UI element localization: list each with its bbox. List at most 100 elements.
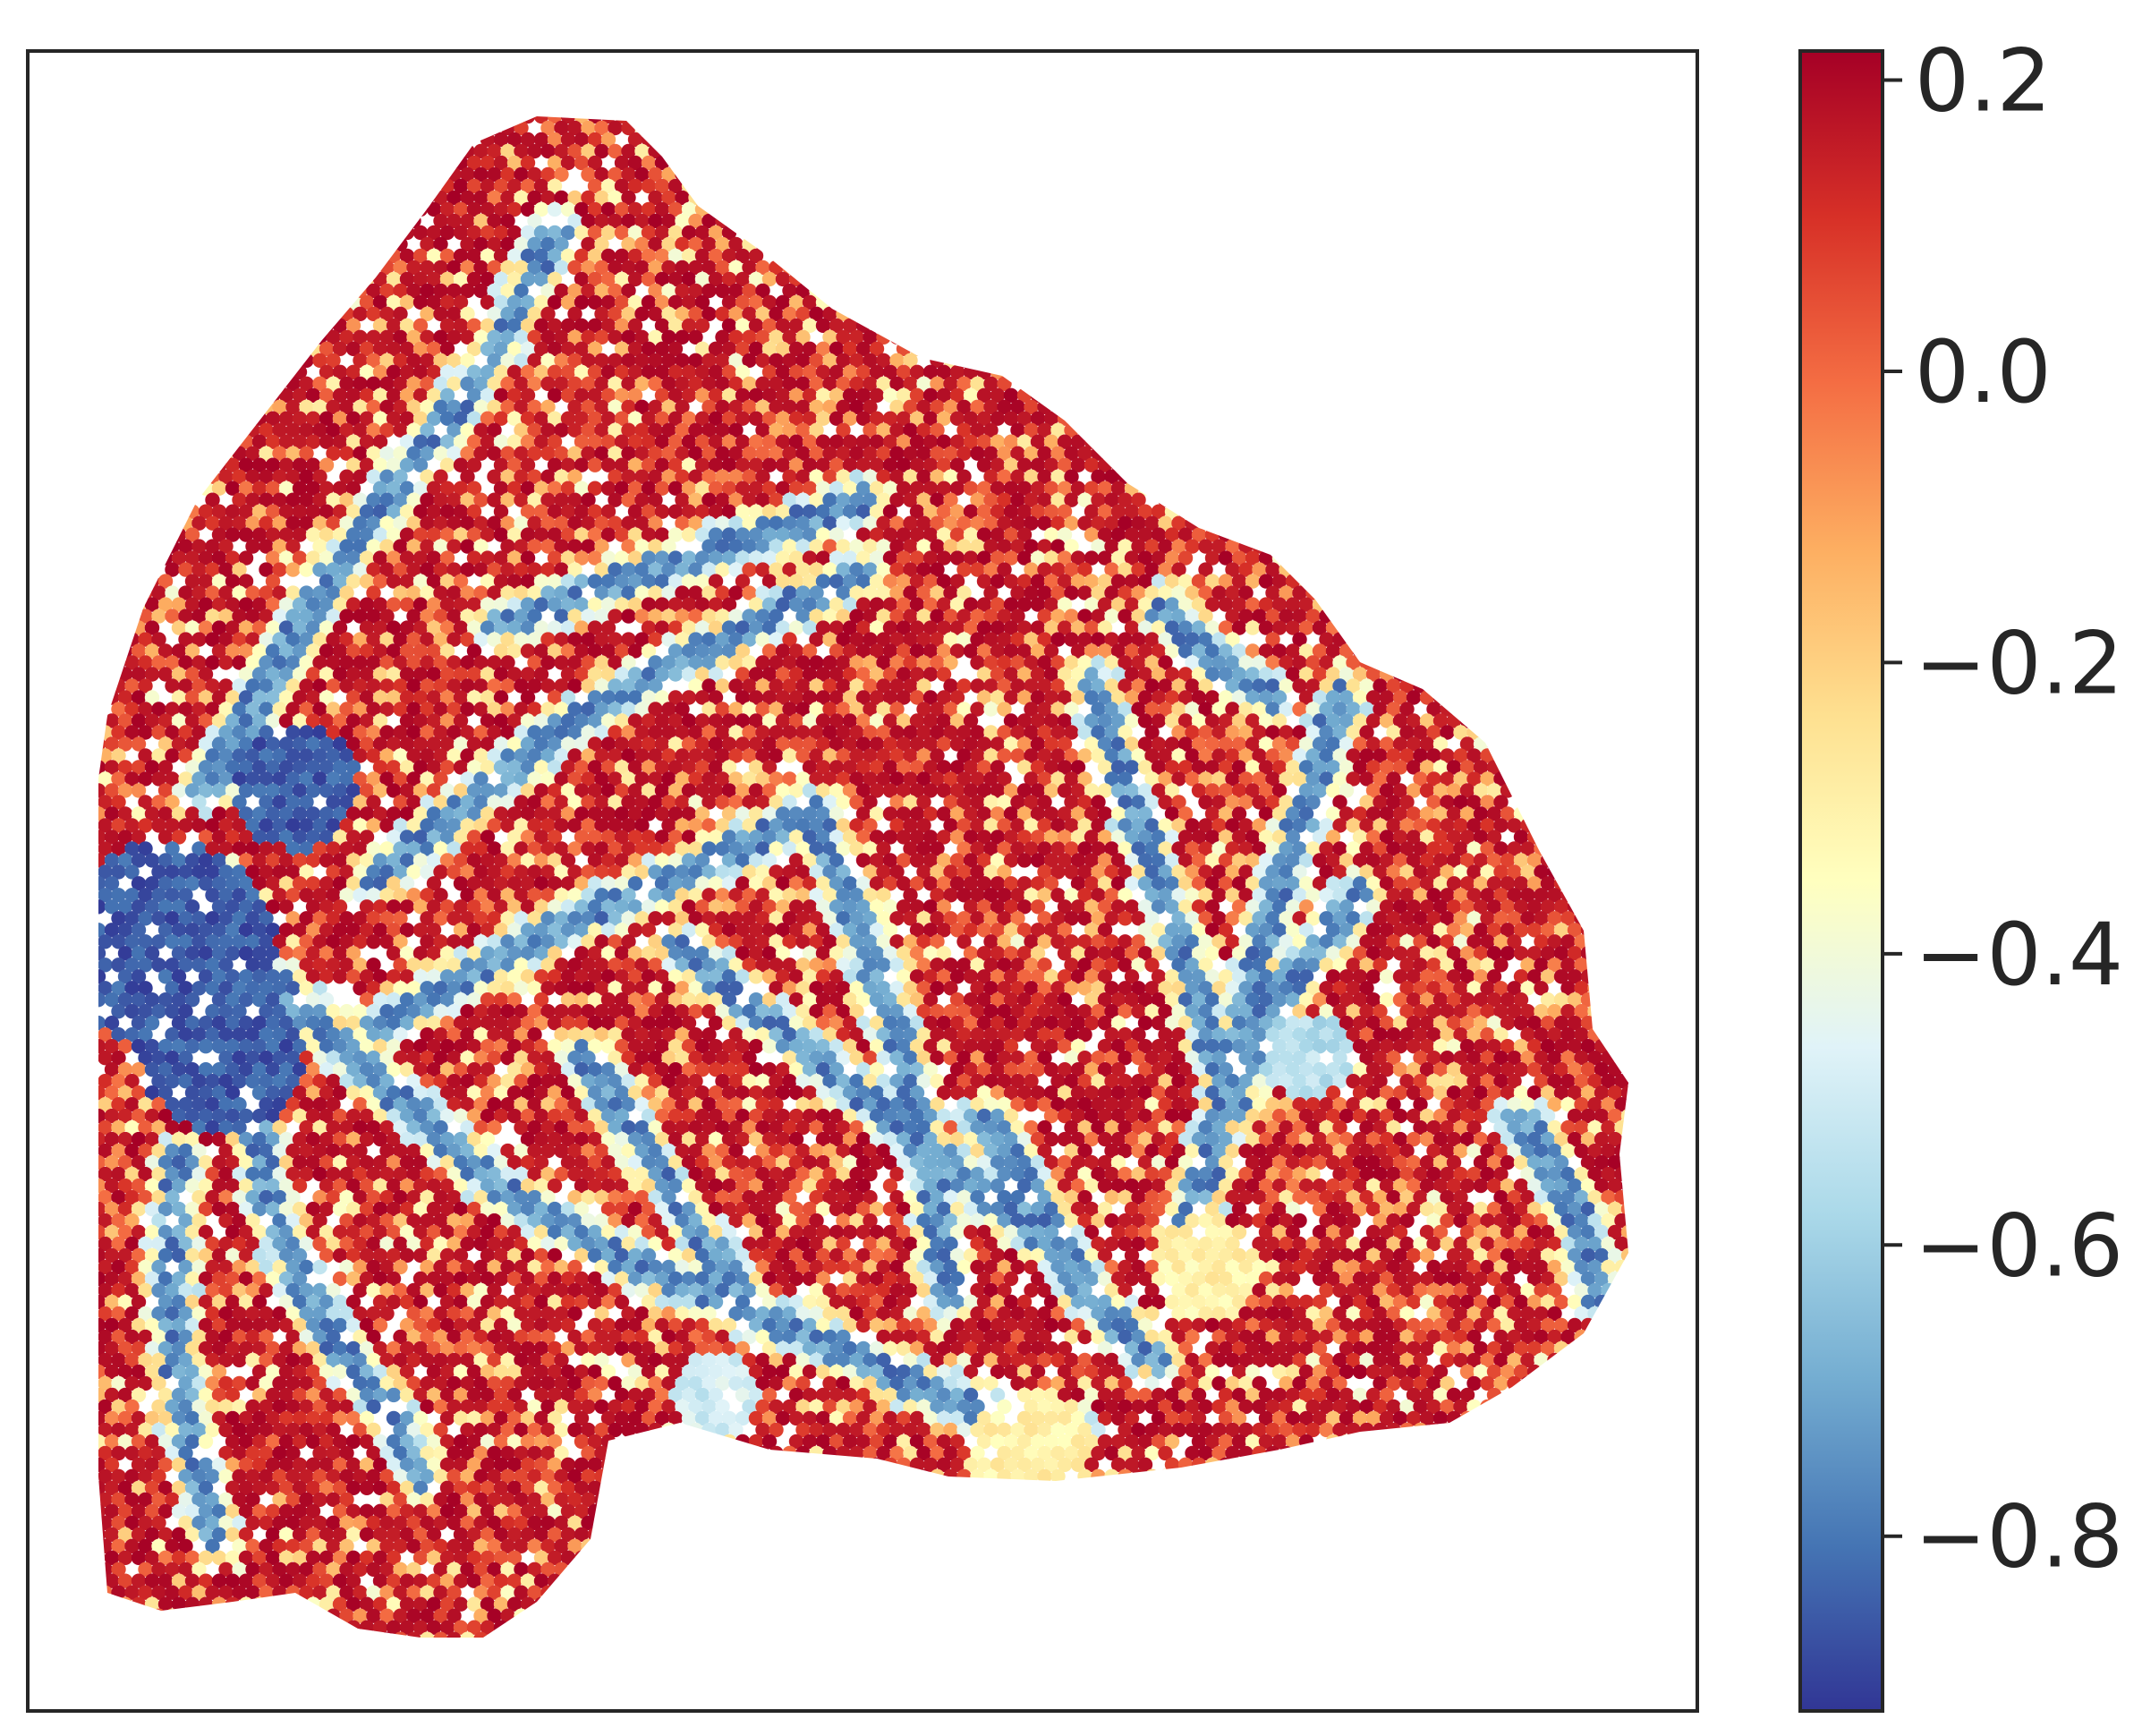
tissue-spot [1568,620,1582,634]
tissue-spot [1225,167,1239,182]
tissue-spot [1326,388,1340,403]
tissue-spot [1238,447,1253,461]
tissue-spot [1487,412,1501,426]
tissue-spot [1238,377,1253,391]
tissue-spot [876,121,890,135]
tissue-spot [843,249,857,263]
tissue-spot [1198,260,1212,275]
tissue-spot [1447,574,1461,588]
tissue-spot [1091,121,1105,135]
tissue-spot [889,144,904,158]
tissue-spot [1219,202,1233,217]
tissue-spot [259,167,273,182]
tissue-spot [259,191,273,205]
tissue-spot [1064,400,1078,414]
tissue-spot [715,144,729,158]
tissue-spot [199,458,213,472]
tissue-spot [977,249,991,263]
tissue-spot [769,191,783,205]
tissue-spot [1118,423,1132,438]
tissue-spot [829,249,844,263]
tissue-spot [165,121,179,135]
tissue-spot [98,539,112,553]
tissue-spot [956,191,971,205]
tissue-spot [1493,353,1508,368]
tissue-spot [1279,539,1293,553]
tissue-spot [1010,284,1024,298]
tissue-spot [1554,342,1568,356]
tissue-spot [1440,377,1454,391]
tissue-spot [225,388,240,403]
tissue-spot [1286,132,1300,147]
tissue-spot [742,214,756,228]
tissue-spot [239,388,253,403]
tissue-spot [1426,191,1441,205]
tissue-spot [903,260,917,275]
tissue-spot [1581,179,1595,193]
tissue-spot [239,295,253,310]
tissue-spot [1460,202,1475,217]
tissue-spot [1547,330,1561,345]
tissue-spot [1353,132,1367,147]
tissue-spot [1474,319,1488,333]
tissue-spot [722,202,736,217]
tissue-spot [118,435,132,449]
tissue-spot [661,121,676,135]
tissue-spot [1466,144,1481,158]
tissue-spot [191,214,206,228]
tissue-spot [1031,295,1045,310]
tissue-spot [111,562,125,576]
tissue-spot [1171,214,1186,228]
tissue-spot [225,156,240,170]
tissue-spot [132,481,146,496]
tissue-spot [178,284,192,298]
tissue-spot [863,214,877,228]
tissue-spot [903,284,917,298]
tissue-spot [132,179,146,193]
tissue-spot [1326,202,1340,217]
tissue-spot [252,272,267,286]
tissue-spot [964,109,978,123]
tissue-spot [1326,132,1340,147]
tissue-spot [1098,365,1112,379]
tissue-spot [259,353,273,368]
tissue-spot [923,249,938,263]
tissue-spot [1319,539,1333,553]
tissue-spot [1118,214,1132,228]
tissue-spot [360,202,374,217]
tissue-spot [1219,458,1233,472]
tissue-spot [1064,260,1078,275]
tissue-spot [225,249,240,263]
tissue-spot [1534,214,1548,228]
tissue-spot [1601,608,1615,623]
tissue-spot [467,109,481,123]
tissue-spot [1628,632,1642,646]
tissue-spot [105,550,119,565]
tissue-spot [1299,249,1313,263]
tissue-spot [1601,307,1615,321]
tissue-spot [1474,505,1488,519]
tissue-spot [1158,284,1172,298]
tissue-spot [1487,597,1501,611]
tissue-spot [1178,272,1193,286]
tissue-spot [1554,388,1568,403]
tissue-spot [1453,608,1467,623]
tissue-spot [91,458,106,472]
tissue-spot [1138,202,1152,217]
tissue-spot [1399,121,1414,135]
tissue-spot [185,109,200,123]
tissue-spot [1608,597,1622,611]
tissue-spot [1359,562,1373,576]
tissue-spot [1601,284,1615,298]
tissue-spot [191,144,206,158]
tissue-spot [1413,214,1427,228]
tissue-spot [138,121,152,135]
tissue-spot [803,202,817,217]
tissue-spot [1413,167,1427,182]
tissue-spot [1279,144,1293,158]
tissue-spot [1178,365,1193,379]
tissue-spot [977,132,991,147]
tissue-spot [1265,330,1279,345]
tissue-spot [1380,319,1394,333]
tissue-spot [1098,179,1112,193]
